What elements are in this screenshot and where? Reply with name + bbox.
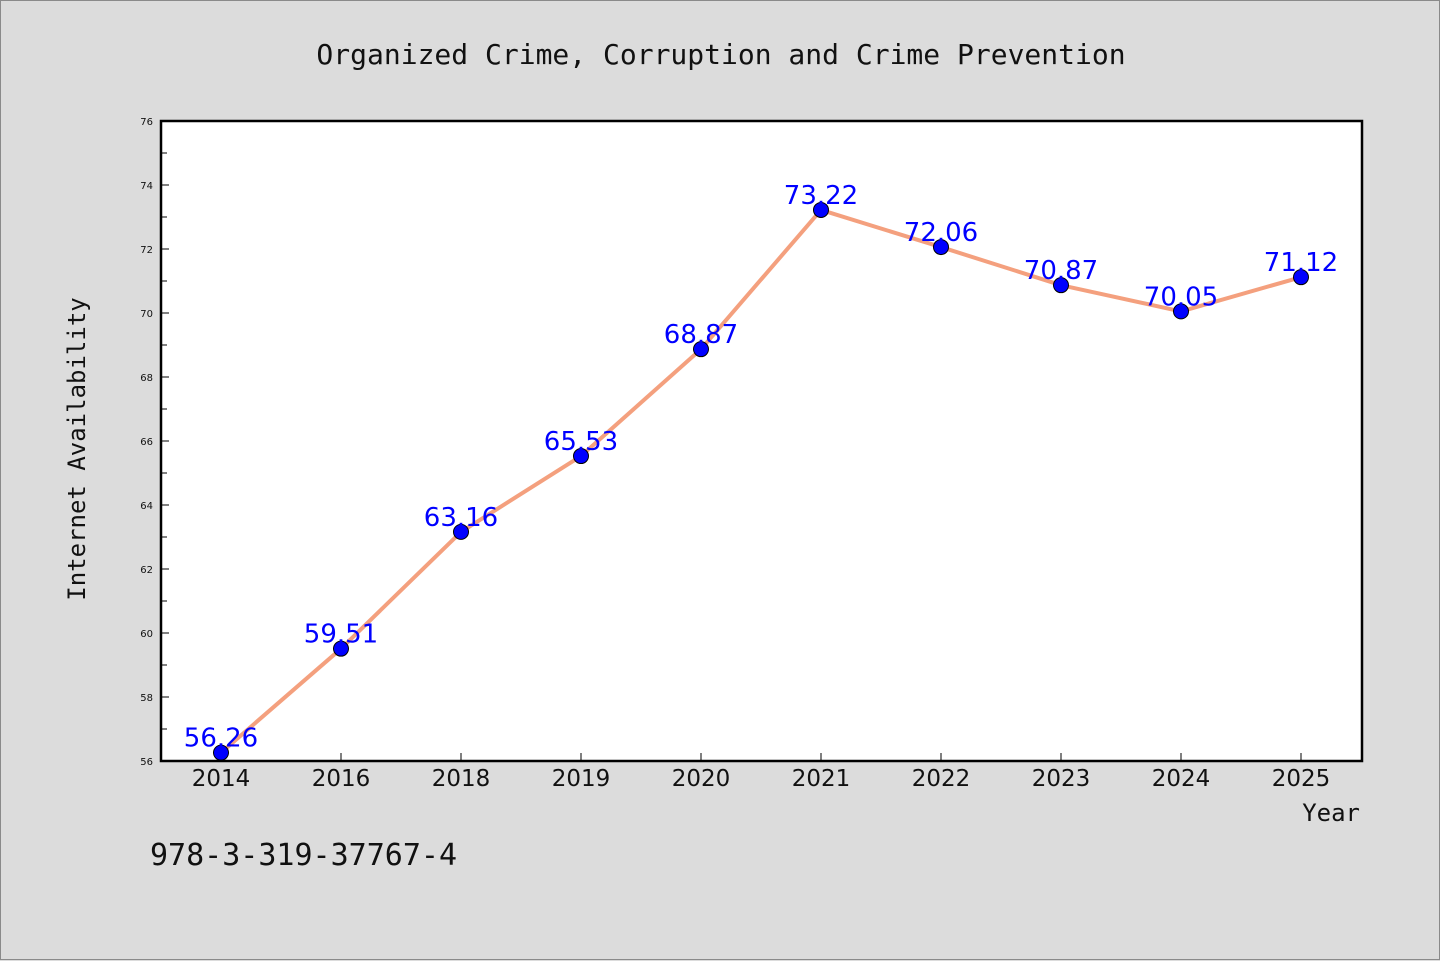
y-tick-label: 62 — [140, 565, 153, 576]
data-label: 56.26 — [184, 724, 258, 754]
data-point — [813, 201, 829, 218]
x-tick-label: 2019 — [552, 766, 611, 792]
y-tick-label: 72 — [140, 245, 153, 256]
x-tick-label: 2014 — [192, 766, 251, 792]
data-label: 70.05 — [1144, 282, 1218, 312]
y-tick-label: 74 — [140, 181, 153, 192]
x-tick-label: 2018 — [432, 766, 491, 792]
data-label: 63.16 — [424, 503, 498, 533]
y-tick-label: 68 — [140, 373, 153, 384]
data-label: 70.87 — [1024, 256, 1098, 286]
series-layer: 56.26 59.51 63.16 65.53 68.87 73.22 72.06 70.87… — [184, 181, 1338, 761]
y-tick-label: 58 — [140, 693, 153, 704]
y-tick-label: 70 — [140, 309, 153, 320]
plot-border — [159, 119, 1364, 763]
chart-title: Organized Crime, Corruption and Crime Pr… — [316, 38, 1125, 71]
isbn-text: 978-3-319-37767-4 — [150, 838, 457, 873]
data-point — [1173, 303, 1189, 320]
x-tick-label: 2022 — [912, 766, 971, 792]
x-tick-label: 2023 — [1032, 766, 1091, 792]
x-tick-label: 2025 — [1272, 766, 1331, 792]
data-label: 68.87 — [664, 320, 738, 350]
data-point — [1053, 277, 1069, 294]
data-label: 71.12 — [1264, 248, 1338, 278]
x-tick-label: 2024 — [1152, 766, 1211, 792]
data-point — [933, 239, 949, 256]
data-label: 65.53 — [544, 427, 618, 457]
data-label: 72.06 — [904, 218, 978, 248]
data-point — [573, 448, 589, 465]
y-tick-label: 66 — [140, 437, 153, 448]
y-tick-label: 56 — [140, 757, 153, 768]
y-tick-label: 76 — [140, 117, 153, 128]
x-tick-label: 2016 — [312, 766, 371, 792]
x-tick-label: 2020 — [672, 766, 731, 792]
data-label: 73.22 — [784, 181, 858, 211]
data-label: 59.51 — [304, 620, 378, 650]
y-tick-label: 60 — [140, 629, 153, 640]
x-axis-ticks: 2014 2016 2018 2019 2020 2021 2022 2023 2024 2025 — [192, 753, 1331, 792]
data-point — [453, 523, 469, 540]
data-point — [693, 341, 709, 358]
data-point — [333, 640, 349, 657]
x-axis-label: Year — [1302, 799, 1360, 827]
plot-area — [161, 121, 1362, 761]
y-axis-ticks: 56 58 60 62 64 66 68 70 72 74 76 — [140, 117, 169, 768]
x-tick-label: 2021 — [792, 766, 851, 792]
y-tick-label: 64 — [140, 501, 153, 512]
y-axis-label: Internet Availability — [63, 297, 91, 600]
series-line — [219, 207, 1303, 755]
data-point — [1293, 269, 1309, 286]
